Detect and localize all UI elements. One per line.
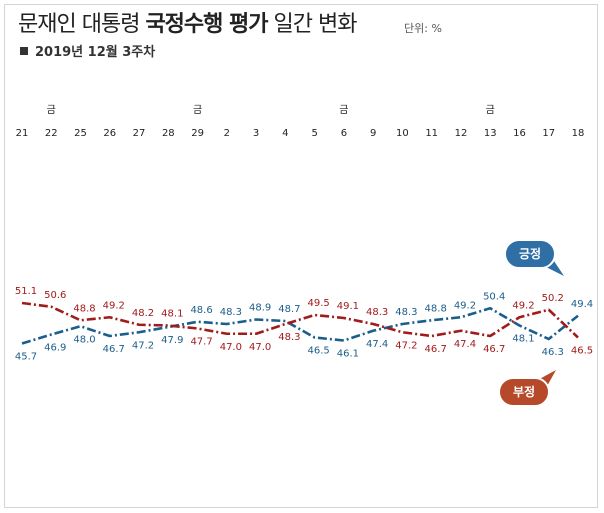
data-label-negative: 49.5 [307,298,329,309]
data-label-negative: 48.3 [366,307,388,318]
data-label-negative: 46.7 [425,344,447,355]
data-label-positive: 48.7 [278,304,300,315]
data-label-negative: 47.0 [249,342,271,353]
weekday-label: 금 [339,104,348,116]
data-label-negative: 51.1 [15,286,37,297]
unit-label: 단위: % [404,22,442,35]
bullet-square-icon [20,46,28,55]
x-tick-label: 4 [282,128,288,139]
data-label-negative: 49.2 [512,300,534,311]
x-tick-label: 25 [74,128,87,139]
data-label-positive: 47.2 [132,340,154,351]
data-label-positive: 47.4 [366,339,388,350]
weekday-label: 금 [193,104,202,116]
data-label-negative: 47.4 [454,339,476,350]
x-tick-label: 21 [16,128,29,139]
x-tick-label: 6 [341,128,347,139]
x-tick-label: 18 [572,128,585,139]
weekday-label: 금 [486,104,495,116]
x-tick-label: 11 [425,128,438,139]
data-label-positive: 46.9 [44,343,66,354]
weekday-label: 금 [47,104,56,116]
x-tick-label: 22 [45,128,58,139]
legend-label-positive: 긍정 [519,246,541,261]
data-label-positive: 48.9 [249,303,271,314]
data-label-negative: 48.8 [73,303,95,314]
data-label-negative: 50.6 [44,290,66,301]
data-label-positive: 49.2 [454,300,476,311]
data-label-positive: 49.4 [571,299,593,310]
legend-bubble-negative: 부정 [498,370,556,407]
data-label-positive: 48.0 [73,334,95,345]
data-label-negative: 47.2 [395,340,417,351]
legend-label-negative: 부정 [513,384,535,399]
data-label-negative: 48.2 [132,308,154,319]
data-label-positive: 46.5 [307,346,329,357]
x-tick-label: 13 [484,128,497,139]
data-label-positive: 48.3 [395,307,417,318]
series-line-positive [21,306,579,345]
x-tick-label: 2 [224,128,230,139]
x-tick-label: 17 [542,128,555,139]
data-label-positive: 46.7 [103,344,125,355]
x-tick-label: 16 [513,128,526,139]
data-label-positive: 46.3 [542,347,564,358]
chart-frame [4,4,598,508]
data-label-negative: 47.7 [190,337,212,348]
chart-title: 문재인 대통령 국정수행 평가 일간 변화 [18,12,357,37]
data-label-positive: 48.3 [220,307,242,318]
data-label-positive: 48.6 [190,305,212,316]
x-tick-label: 27 [133,128,146,139]
bubble-body [498,377,550,407]
x-tick-label: 26 [103,128,116,139]
x-tick-label: 29 [191,128,204,139]
bubble-body [504,239,556,269]
data-label-positive: 50.4 [483,291,505,302]
x-tick-label: 10 [396,128,409,139]
data-label-positive: 45.7 [15,352,37,363]
data-label-negative: 48.1 [161,309,183,320]
data-label-positive: 46.1 [337,349,359,360]
data-label-negative: 49.2 [103,300,125,311]
data-label-positive: 47.9 [161,335,183,346]
data-label-negative: 46.7 [483,344,505,355]
chart-subtitle: 2019년 12월 3주차 [20,41,155,60]
data-label-negative: 47.0 [220,342,242,353]
series-line-negative [21,301,579,339]
data-label-negative: 48.3 [278,332,300,343]
data-label-negative: 49.1 [337,301,359,312]
data-label-negative: 46.5 [571,346,593,357]
x-tick-label: 28 [162,128,175,139]
data-label-positive: 48.1 [512,334,534,345]
data-label-negative: 50.2 [542,293,564,304]
x-tick-label: 3 [253,128,259,139]
legend-bubble-positive: 긍정 [504,239,564,276]
x-tick-label: 9 [370,128,376,139]
x-tick-label: 12 [455,128,468,139]
x-tick-label: 5 [311,128,317,139]
data-label-positive: 48.8 [425,303,447,314]
